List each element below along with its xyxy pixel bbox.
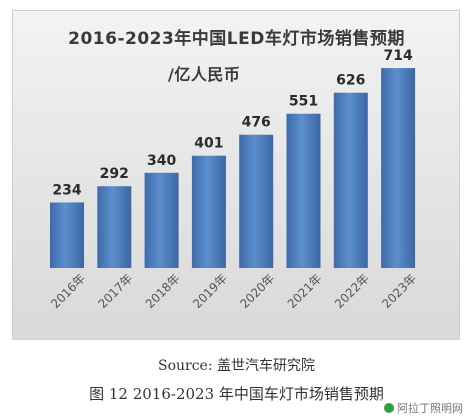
bar-2019年 bbox=[191, 155, 226, 268]
x-tick-label: 2018年 bbox=[143, 271, 183, 311]
x-tick-label: 2016年 bbox=[48, 271, 88, 311]
chart-subtitle: /亿人民币 bbox=[168, 65, 241, 84]
x-tick-label: 2019年 bbox=[190, 271, 230, 311]
bar-2018年 bbox=[144, 172, 179, 268]
bar-2022年 bbox=[333, 92, 368, 268]
bar-2020年 bbox=[239, 134, 274, 268]
bar-2023年 bbox=[381, 68, 416, 268]
bar-2016年 bbox=[50, 202, 84, 268]
watermark: 阿拉丁照明网 bbox=[380, 399, 467, 417]
data-label-2018年: 340 bbox=[147, 153, 176, 169]
data-label-2017年: 292 bbox=[100, 166, 129, 182]
data-label-2019年: 401 bbox=[194, 136, 223, 152]
data-label-2016年: 234 bbox=[52, 182, 81, 198]
source-caption: Source: 盖世汽车研究院 bbox=[157, 358, 316, 374]
x-tick-label: 2017年 bbox=[95, 271, 135, 311]
x-tick-label: 2020年 bbox=[237, 271, 277, 311]
data-label-2023年: 714 bbox=[383, 48, 412, 64]
x-tick-label: 2023年 bbox=[379, 271, 419, 311]
data-label-2022年: 626 bbox=[336, 73, 365, 89]
data-label-2020年: 476 bbox=[242, 115, 271, 131]
wechat-icon bbox=[384, 403, 394, 413]
x-tick-label: 2021年 bbox=[285, 271, 325, 311]
figure-caption: 图 12 2016-2023 年中国车灯市场销售预期 bbox=[89, 385, 384, 403]
x-tick-label: 2022年 bbox=[332, 271, 372, 311]
bar-2021年 bbox=[286, 113, 321, 268]
data-label-2021年: 551 bbox=[289, 94, 318, 110]
bar-2017年 bbox=[97, 186, 132, 268]
chart-title: 2016-2023年中国LED车灯市场销售预期 bbox=[68, 29, 405, 49]
watermark-text: 阿拉丁照明网 bbox=[397, 402, 463, 415]
bar-chart: 234 292 340 401 476 551 626 714 2016年 2017年 2018年… bbox=[48, 48, 419, 311]
